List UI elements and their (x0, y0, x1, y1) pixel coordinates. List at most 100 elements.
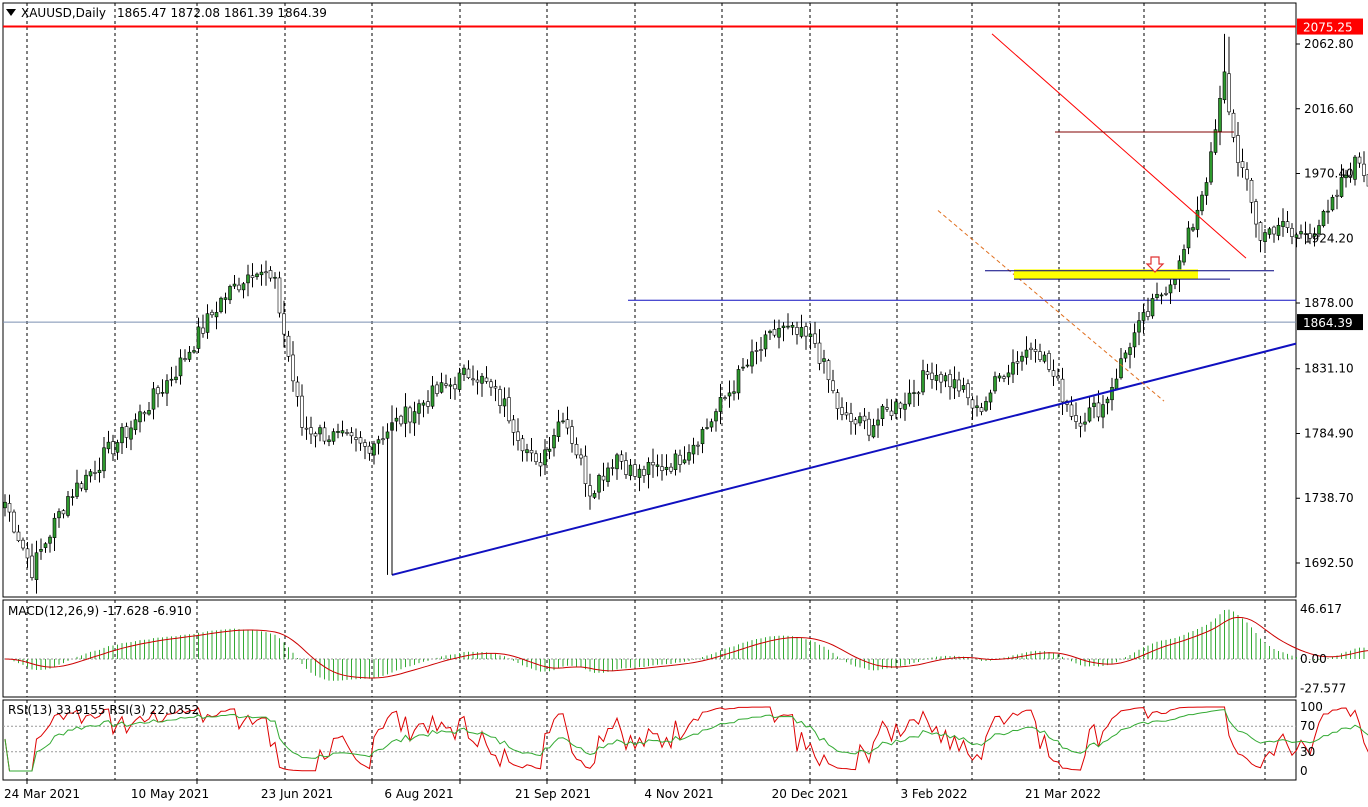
candle-body (120, 427, 124, 444)
rsi-label: RSI(13) 33.9155 RSI(3) 22.0352 (8, 703, 199, 717)
rsi-tick-label: 70 (1300, 719, 1315, 733)
rsi-tick-label: 0 (1300, 764, 1308, 778)
candle-body (462, 367, 466, 375)
candle-body (147, 410, 151, 415)
candle-body (628, 464, 633, 476)
candle-body (426, 401, 430, 407)
candle-body (97, 469, 102, 473)
candle-body (84, 474, 88, 490)
candle-body (574, 444, 579, 456)
candle-body (871, 425, 876, 438)
candle-body (718, 397, 723, 412)
date-label: 21 Sep 2021 (515, 787, 591, 801)
candle-body (471, 378, 475, 381)
candle-body (268, 270, 273, 279)
candle-body (1002, 376, 1006, 379)
support-zone (1014, 269, 1198, 280)
candle-body (592, 493, 597, 498)
date-axis: 24 Mar 2021 10 May 2021 23 Jun 2021 6 Aug 2… (4, 780, 1101, 801)
candle-body (282, 313, 286, 335)
candle-body (1200, 194, 1204, 212)
candle-body (795, 327, 799, 335)
candle-body (16, 531, 21, 541)
candle-body (840, 407, 844, 415)
candle-body (79, 483, 84, 489)
price-candles (3, 33, 1368, 594)
candle-body (1029, 347, 1033, 350)
candle-body (435, 384, 439, 394)
candle-body (1195, 209, 1200, 230)
candle-body (421, 402, 426, 406)
price-tick-label: 1970.40 (1304, 167, 1354, 181)
candle-body (633, 464, 637, 477)
candle-body (363, 442, 367, 447)
candle-body (1218, 97, 1222, 132)
candle-body (340, 430, 345, 434)
candle-body (790, 325, 795, 328)
candle-body (1290, 228, 1294, 237)
chart-drawings (391, 33, 1297, 576)
candle-body (561, 420, 565, 423)
candle-body (187, 351, 192, 360)
candle-body (259, 271, 264, 276)
candle-body (1168, 284, 1173, 294)
candle-body (1204, 182, 1209, 196)
candle-body (52, 517, 57, 538)
candle-body (111, 441, 115, 455)
support-trendline (391, 342, 1297, 576)
symbol-header: XAUUSD,Daily (21, 6, 106, 20)
candle-body (763, 334, 768, 350)
candle-body (223, 297, 228, 300)
candle-body (1191, 227, 1195, 231)
candle-body (966, 383, 970, 399)
candle-body (664, 466, 669, 470)
candle-body (21, 539, 25, 549)
candle-body (1114, 378, 1119, 390)
candle-body (502, 398, 507, 407)
candle-body (313, 433, 318, 437)
candle-body (997, 375, 1002, 379)
candle-body (376, 439, 381, 444)
candle-body (48, 536, 52, 544)
candle-body (1105, 398, 1110, 404)
candle-body (1033, 349, 1038, 352)
macd-label: MACD(12,26,9) -17.628 -6.910 (8, 604, 192, 618)
candle-body (1276, 224, 1281, 236)
candle-body (660, 466, 664, 471)
candle-body (786, 325, 790, 328)
date-label: 3 Feb 2022 (900, 787, 967, 801)
candle-body (678, 454, 682, 465)
candle-body (174, 376, 178, 381)
candle-body (201, 327, 205, 334)
candle-body (556, 421, 561, 437)
candle-body (1056, 375, 1060, 379)
candle-body (1155, 293, 1159, 298)
candle-body (156, 387, 160, 395)
candle-body (1047, 353, 1051, 370)
candle-body (741, 366, 745, 369)
candle-body (831, 380, 835, 391)
candle-body (124, 426, 129, 438)
candle-body (1308, 233, 1312, 239)
candle-body (642, 469, 646, 476)
candle-body (1101, 404, 1105, 418)
chart-menu-icon[interactable] (6, 9, 16, 16)
candle-body (1321, 211, 1326, 227)
candle-body (25, 548, 30, 559)
candle-body (1096, 402, 1101, 418)
candle-body (858, 416, 862, 424)
candle-body (1146, 311, 1150, 317)
candle-body (205, 313, 210, 333)
candle-body (439, 382, 444, 393)
candle-body (241, 283, 246, 291)
candle-body (894, 401, 898, 415)
candle-body (489, 381, 493, 388)
candle-body (768, 330, 772, 334)
candle-body (75, 482, 79, 497)
candle-body (610, 467, 615, 469)
candle-body (1024, 349, 1029, 358)
candle-body (799, 327, 804, 337)
horizontal-levels (3, 25, 1296, 323)
candle-body (1330, 196, 1335, 211)
